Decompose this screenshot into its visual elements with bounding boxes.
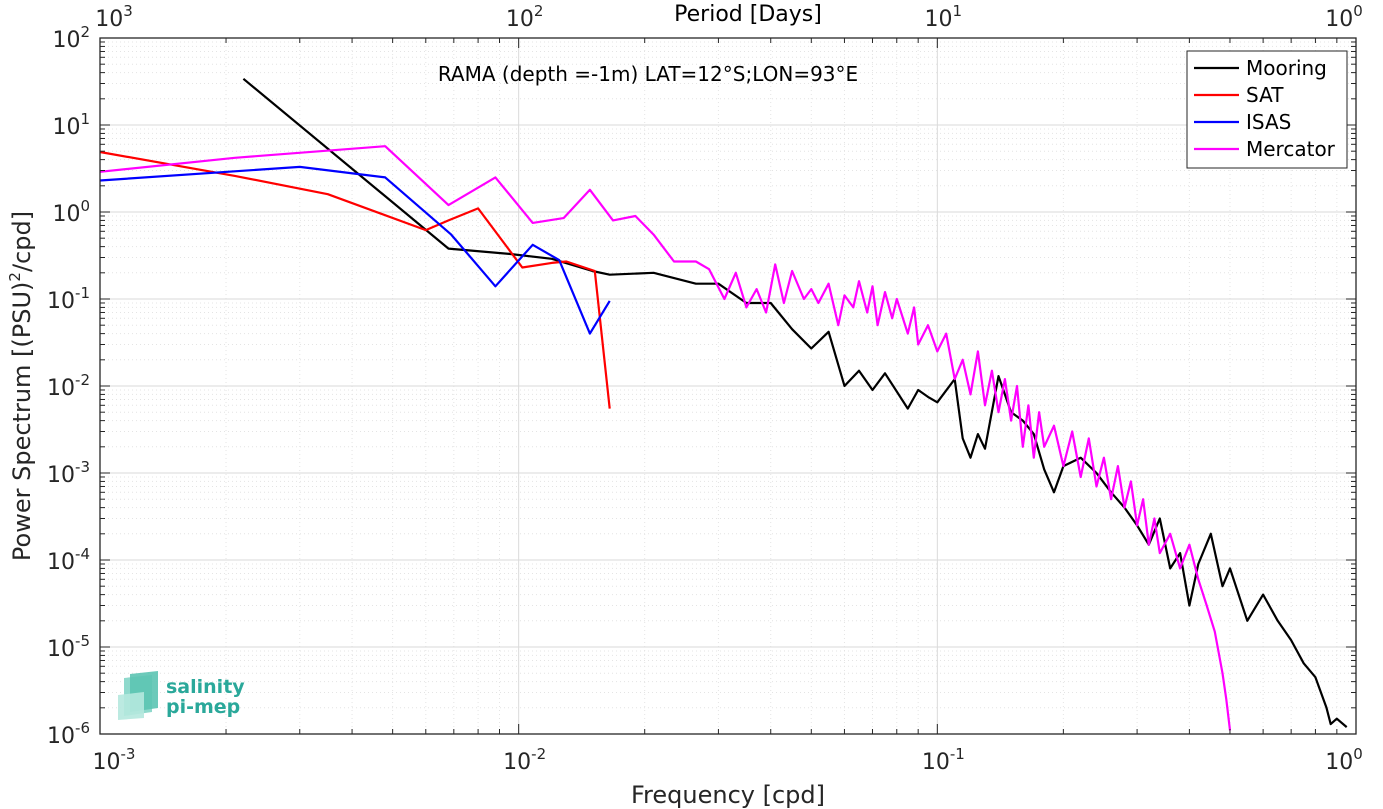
- top-axis-label: Period [Days]: [674, 2, 822, 27]
- major-grid: [99, 38, 1357, 734]
- legend-label-sat: SAT: [1246, 83, 1284, 107]
- legend-label-mooring: Mooring: [1246, 56, 1327, 80]
- series-line-mercator: [99, 145, 1232, 731]
- y-tick-label: 10-1: [47, 284, 90, 314]
- legend: Mooring SAT ISAS Mercator: [1186, 50, 1348, 169]
- salinity-pi-mep-logo: salinity pi-mep: [118, 671, 245, 720]
- y-tick-label: 10-6: [47, 719, 90, 749]
- top-tick-label: 103: [95, 2, 133, 32]
- y-tick-label: 100: [52, 197, 90, 227]
- logo-line-2: pi-mep: [166, 696, 240, 718]
- y-tick-label: 102: [52, 23, 90, 53]
- x-tick-label: 10-1: [922, 745, 965, 775]
- series-line-isas: [99, 165, 611, 335]
- logo-line-1: salinity: [166, 676, 245, 698]
- series-layer: [99, 77, 1348, 731]
- y-axis-label-tail: /cpd]: [8, 211, 36, 272]
- top-tick-label: 100: [1325, 2, 1363, 32]
- x-tick-labels: 10-3 10-2 10-1 100: [93, 745, 1363, 775]
- y-axis-label: Power Spectrum [(PSU)2/cpd]: [6, 211, 36, 561]
- legend-label-mercator: Mercator: [1246, 137, 1336, 161]
- top-tick-label: 102: [506, 2, 544, 32]
- y-tick-labels: 102 101 100 10-1 10-2 10-3 10-4 10-5 10-6: [47, 23, 90, 749]
- top-tick-label: 101: [925, 2, 963, 32]
- top-tick-labels: 103 102 101 100: [95, 2, 1363, 32]
- series-line-sat: [99, 150, 611, 409]
- y-tick-label: 101: [52, 110, 90, 140]
- axis-ticks: [99, 37, 1357, 735]
- y-axis-label-sup: 2: [6, 272, 24, 282]
- logo-icon: [118, 671, 158, 720]
- x-tick-label: 10-2: [503, 745, 546, 775]
- x-tick-label: 100: [1325, 745, 1363, 775]
- y-tick-label: 10-4: [47, 545, 90, 575]
- chart-annotation: RAMA (depth =-1m) LAT=12°S;LON=93°E: [438, 62, 858, 86]
- series-line-mooring: [242, 77, 1348, 728]
- x-axis-label: Frequency [cpd]: [631, 781, 825, 809]
- legend-label-isas: ISAS: [1246, 110, 1291, 134]
- x-tick-label: 10-3: [93, 745, 136, 775]
- y-axis-label-base: Power Spectrum [(PSU): [8, 282, 36, 561]
- y-tick-label: 10-5: [47, 632, 90, 662]
- y-tick-label: 10-3: [47, 458, 90, 488]
- y-tick-label: 10-2: [47, 371, 90, 401]
